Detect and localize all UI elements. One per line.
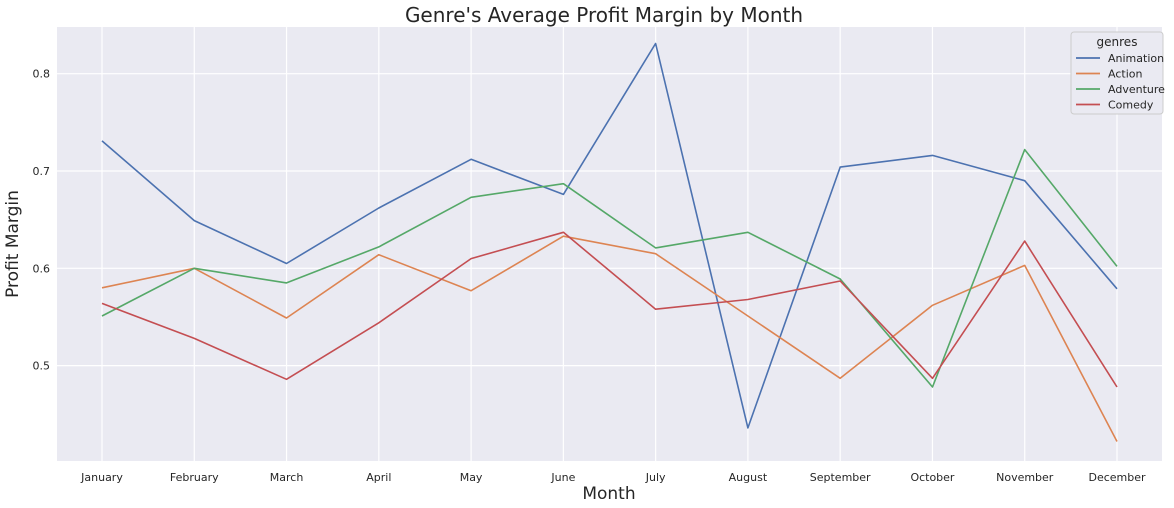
legend-entry: Animation (1108, 52, 1164, 65)
y-tick-label: 0.6 (33, 262, 51, 275)
plot-background (57, 27, 1162, 461)
legend-entry: Adventure (1108, 83, 1165, 96)
series-line-adventure (101, 148, 1118, 388)
legend-items: Animation Action Adventure Comedy (1076, 52, 1165, 112)
series-line-comedy (101, 231, 1118, 388)
x-tick-label: October (910, 471, 954, 484)
x-tick-label: June (550, 471, 575, 484)
x-tick-labels: January February March April May June July Augu… (80, 471, 1146, 484)
y-tick-labels: 0.5 0.6 0.7 0.8 (33, 68, 51, 373)
x-tick-label: January (80, 471, 123, 484)
y-tick-label: 0.7 (33, 165, 51, 178)
legend-title: genres (1097, 35, 1138, 49)
x-tick-label: November (996, 471, 1054, 484)
series-line-action (101, 235, 1118, 442)
x-tick-label: April (366, 471, 391, 484)
x-tick-label: February (170, 471, 219, 484)
x-tick-label: September (810, 471, 871, 484)
legend-entry: Comedy (1108, 99, 1154, 112)
series-lines (101, 42, 1118, 442)
chart-title: Genre's Average Profit Margin by Month (405, 3, 803, 27)
legend-entry: Action (1108, 68, 1142, 81)
legend: genres Animation Action Adventure Comedy (1070, 31, 1165, 115)
x-tick-label: August (729, 471, 768, 484)
y-tick-label: 0.5 (33, 360, 51, 373)
x-tick-label: July (645, 471, 666, 484)
x-tick-label: March (270, 471, 304, 484)
y-tick-label: 0.8 (33, 68, 51, 81)
legend-frame (1070, 31, 1164, 115)
x-tick-label: May (460, 471, 483, 484)
x-tick-label: December (1088, 471, 1146, 484)
x-axis-label: Month (582, 484, 635, 504)
y-axis-label: Profit Margin (3, 190, 23, 298)
series-line-animation (101, 42, 1118, 429)
